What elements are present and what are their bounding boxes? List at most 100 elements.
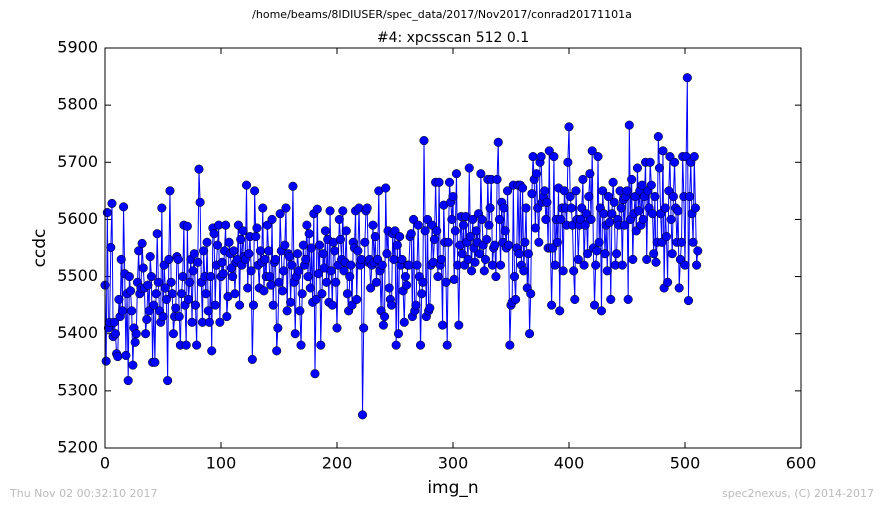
marker bbox=[584, 192, 594, 202]
marker bbox=[564, 122, 574, 132]
marker bbox=[161, 294, 172, 304]
marker bbox=[357, 410, 368, 420]
x-tick-label: 200 bbox=[322, 454, 353, 473]
marker bbox=[325, 206, 335, 216]
marker bbox=[217, 257, 227, 267]
marker bbox=[322, 277, 332, 287]
marker bbox=[583, 249, 593, 259]
suptitle: /home/beams/8IDIUSER/spec_data/2017/Nov2… bbox=[252, 8, 632, 21]
marker bbox=[454, 320, 464, 330]
marker bbox=[316, 340, 326, 350]
marker bbox=[178, 272, 188, 282]
marker bbox=[294, 266, 304, 276]
marker bbox=[320, 226, 330, 236]
marker bbox=[547, 300, 557, 310]
marker bbox=[296, 340, 306, 350]
marker bbox=[255, 246, 265, 256]
marker bbox=[449, 274, 459, 284]
marker bbox=[157, 203, 167, 213]
marker bbox=[146, 272, 156, 282]
marker bbox=[685, 192, 695, 202]
marker bbox=[645, 157, 655, 167]
x-tick-label: 500 bbox=[670, 454, 701, 473]
marker bbox=[190, 300, 201, 310]
marker bbox=[420, 226, 430, 236]
marker bbox=[663, 277, 673, 287]
marker bbox=[585, 169, 595, 179]
marker bbox=[680, 260, 690, 270]
marker bbox=[487, 260, 497, 270]
marker bbox=[502, 186, 513, 196]
marker bbox=[570, 294, 580, 304]
marker bbox=[222, 312, 232, 322]
marker bbox=[101, 356, 111, 366]
marker bbox=[221, 220, 231, 230]
marker bbox=[485, 203, 495, 213]
marker bbox=[609, 197, 619, 207]
marker bbox=[266, 280, 276, 290]
marker bbox=[362, 203, 372, 213]
marker bbox=[134, 246, 144, 256]
marker bbox=[666, 214, 676, 224]
marker bbox=[534, 237, 544, 247]
marker bbox=[527, 189, 537, 199]
marker bbox=[465, 232, 475, 242]
marker bbox=[519, 266, 529, 276]
marker bbox=[318, 249, 328, 259]
y-tick-label: 5500 bbox=[57, 266, 98, 285]
marker bbox=[193, 257, 203, 267]
marker bbox=[286, 297, 296, 307]
marker bbox=[673, 206, 683, 216]
marker bbox=[207, 346, 217, 356]
marker bbox=[327, 300, 337, 310]
marker bbox=[141, 329, 151, 339]
marker bbox=[593, 152, 603, 162]
marker bbox=[380, 312, 390, 322]
marker bbox=[164, 254, 174, 264]
x-axis-label: img_n bbox=[427, 478, 478, 498]
marker bbox=[563, 157, 573, 167]
marker bbox=[392, 240, 402, 250]
marker bbox=[622, 186, 632, 196]
marker bbox=[627, 174, 637, 184]
plot-frame bbox=[104, 47, 802, 449]
marker bbox=[189, 249, 199, 259]
marker bbox=[288, 181, 298, 191]
marker bbox=[359, 323, 369, 333]
marker bbox=[143, 280, 153, 290]
marker bbox=[277, 286, 288, 296]
marker bbox=[199, 246, 209, 256]
marker bbox=[415, 340, 426, 350]
marker bbox=[248, 300, 259, 310]
marker bbox=[683, 296, 694, 306]
footer-left: Thu Nov 02 00:32:10 2017 bbox=[9, 487, 158, 500]
marker bbox=[442, 340, 452, 350]
x-tick-label: 400 bbox=[554, 454, 585, 473]
marker bbox=[341, 226, 351, 236]
marker bbox=[109, 317, 119, 327]
marker bbox=[479, 266, 489, 276]
marker bbox=[458, 220, 468, 230]
marker bbox=[287, 260, 297, 270]
marker bbox=[493, 137, 503, 147]
marker bbox=[555, 306, 565, 316]
marker bbox=[160, 283, 170, 293]
marker bbox=[236, 234, 246, 244]
marker bbox=[569, 266, 579, 276]
marker bbox=[183, 294, 194, 304]
marker bbox=[151, 289, 161, 299]
marker bbox=[550, 260, 560, 270]
marker bbox=[152, 229, 162, 239]
marker bbox=[475, 249, 485, 259]
marker bbox=[638, 214, 648, 224]
marker bbox=[332, 323, 342, 333]
marker bbox=[312, 204, 322, 214]
marker bbox=[251, 232, 261, 242]
marker bbox=[526, 289, 536, 299]
marker bbox=[400, 272, 410, 282]
marker bbox=[203, 306, 213, 316]
marker bbox=[353, 246, 363, 256]
marker bbox=[441, 277, 451, 287]
marker bbox=[658, 146, 668, 156]
